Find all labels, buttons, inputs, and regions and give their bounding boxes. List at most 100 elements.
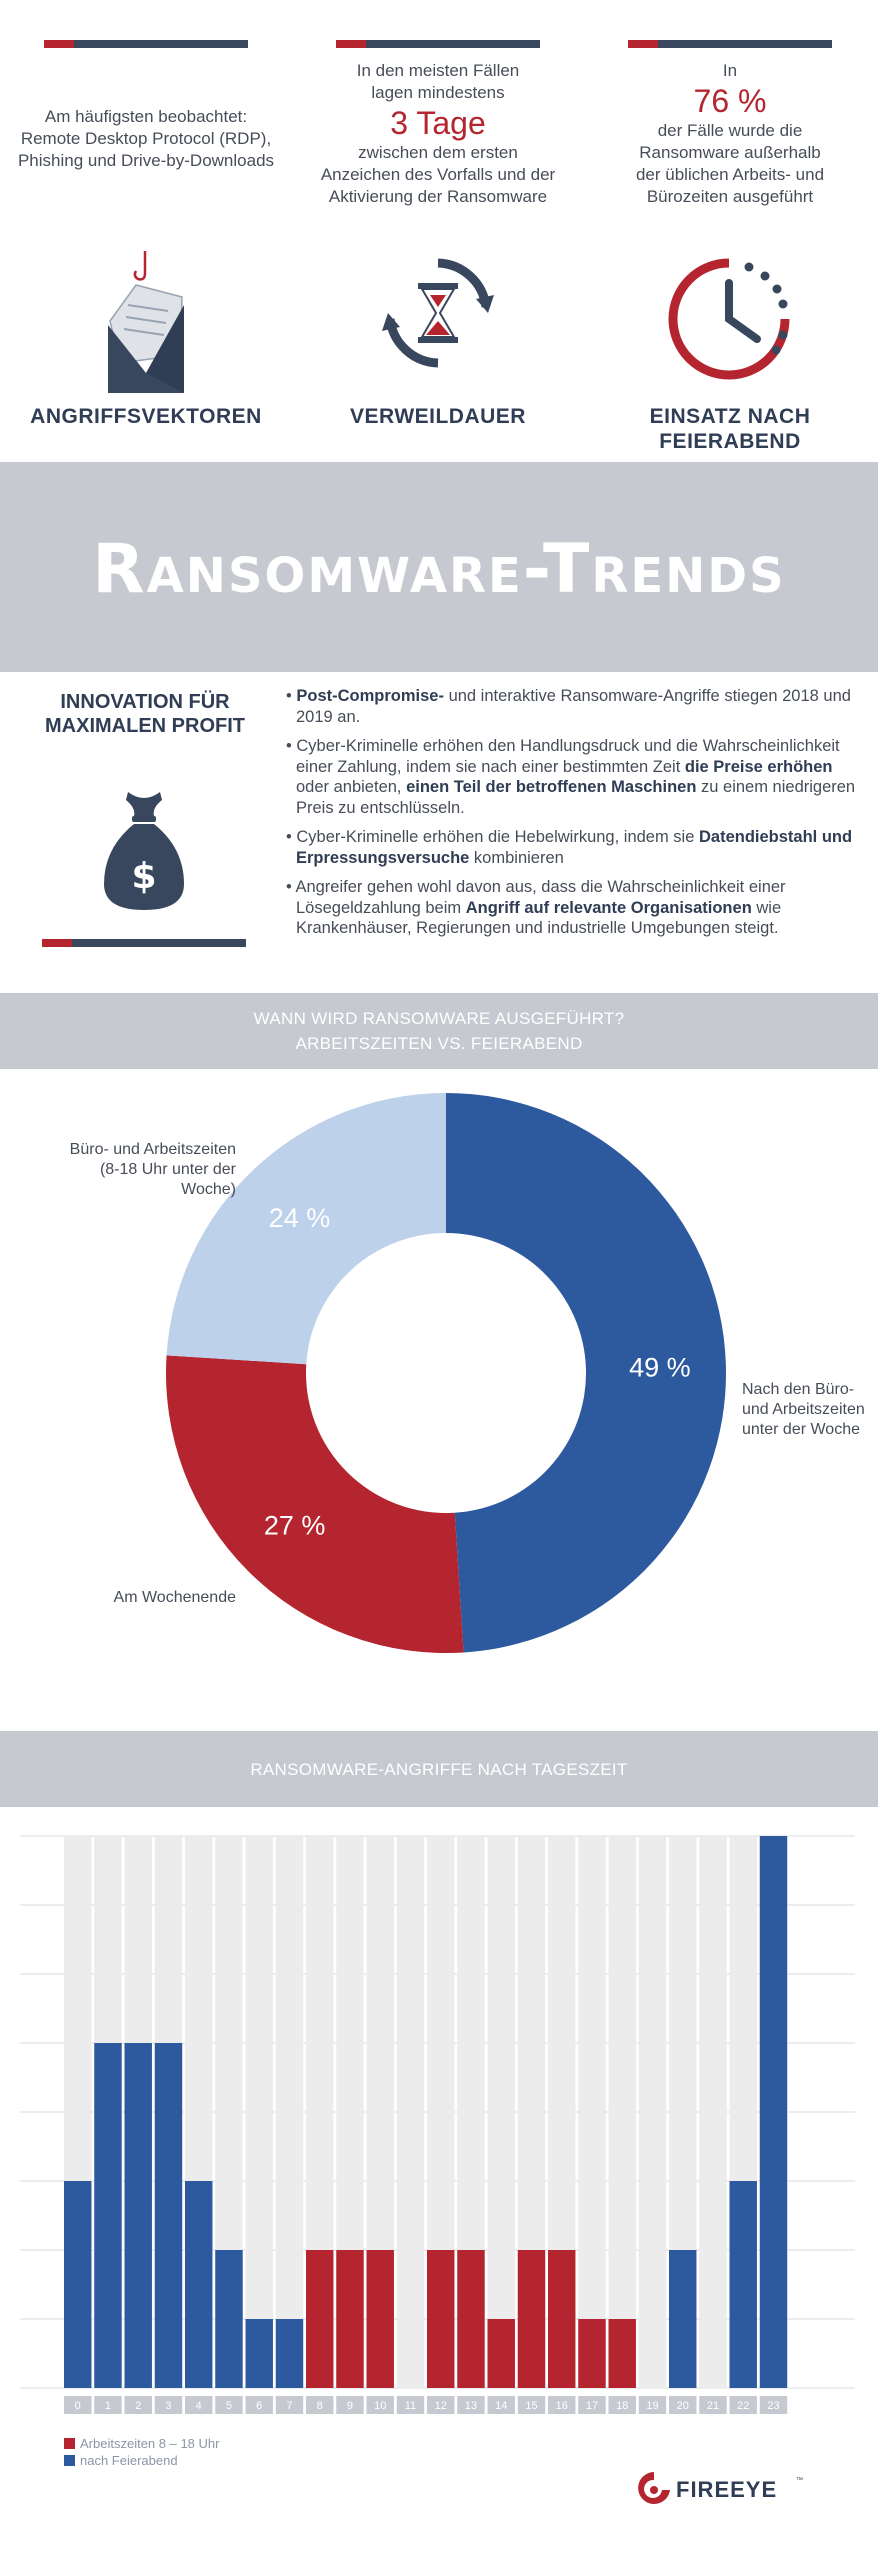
bar	[215, 2250, 243, 2388]
tick-label-box	[548, 2396, 576, 2414]
tick-label: 23	[767, 2400, 779, 2412]
tick-label: 4	[196, 2400, 202, 2412]
tick-label: 19	[646, 2400, 658, 2412]
pie-label-weekend: Am Wochenende	[113, 1589, 236, 1606]
list-item: • Cyber-Kriminelle erhöhen den Handlungs…	[286, 737, 856, 817]
list-item: • Post-Compromise- und interaktive Ranso…	[286, 687, 851, 726]
tick-label-box	[336, 2396, 364, 2414]
stat-title-dwell: VERWEILDAUER	[350, 405, 526, 428]
tick-label-box	[427, 2396, 455, 2414]
tick-label-box	[396, 2396, 425, 2414]
tick-label-box	[185, 2396, 213, 2414]
bar	[366, 2250, 394, 2388]
tick-label-box	[366, 2396, 394, 2414]
stat-description: der Fälle wurde die Ransomware außerhalb…	[635, 121, 825, 206]
accent-bar	[336, 40, 540, 48]
pie-slice-value: 49 %	[629, 1352, 691, 1382]
tick-label: 9	[347, 2400, 353, 2412]
tick-label-box	[578, 2396, 606, 2414]
bar	[185, 2181, 213, 2388]
accent-bar	[44, 40, 248, 48]
pie-label-weekday-night: Nach den Büro- und Arbeitszeiten unter d…	[742, 1381, 865, 1438]
tick-label: 1	[105, 2400, 111, 2412]
stat-title-afterhours: EINSATZ NACH FEIERABEND	[649, 405, 811, 453]
tick-label-box	[306, 2396, 334, 2414]
pie-slice	[166, 1093, 446, 1365]
bar-track	[396, 1836, 425, 2388]
tick-label-box	[638, 2396, 667, 2414]
tick-label: 5	[226, 2400, 232, 2412]
tick-label: 7	[286, 2400, 292, 2412]
tick-label: 0	[75, 2400, 81, 2412]
stat-vectors-text: Am häufigsten beobachtet: Remote Desktop…	[15, 106, 277, 172]
tick-label: 3	[165, 2400, 171, 2412]
tick-label: 6	[256, 2400, 262, 2412]
pie-slice-value: 24 %	[269, 1203, 331, 1233]
tick-label-box	[517, 2396, 546, 2414]
bar	[729, 2181, 757, 2388]
tick-label: 15	[525, 2400, 537, 2412]
tick-label: 13	[465, 2400, 477, 2412]
bar	[457, 2250, 485, 2388]
tick-label-box	[124, 2396, 152, 2414]
bar	[306, 2250, 334, 2388]
tick-label-box	[275, 2396, 304, 2414]
bar-track	[275, 1836, 304, 2388]
bar-track	[578, 1836, 606, 2388]
legend-swatch-red	[64, 2438, 75, 2449]
tick-label: 11	[405, 2400, 416, 2412]
pie-section-title: WANN WIRD RANSOMWARE AUSGEFÜHRT? ARBEITS…	[0, 1006, 878, 1056]
pie-label-office-hours: Büro- und Arbeitszeiten (8-18 Uhr unter …	[69, 1141, 236, 1198]
bar	[427, 2250, 455, 2388]
tick-label-box	[64, 2396, 92, 2414]
stat-dwell-text: In den meisten Fällen lagen mindestens 3…	[318, 60, 558, 208]
tick-label: 18	[616, 2400, 628, 2412]
tick-label-box	[154, 2396, 183, 2414]
tick-label-box	[487, 2396, 515, 2414]
tick-label: 14	[495, 2400, 507, 2412]
list-item: • Cyber-Kriminelle erhöhen die Hebelwirk…	[286, 828, 853, 867]
tick-label-box	[608, 2396, 636, 2414]
tick-label: 17	[586, 2400, 598, 2412]
tick-label: 2	[135, 2400, 141, 2412]
bar	[608, 2319, 636, 2388]
stat-afterhours-text: In 76 % der Fälle wurde die Ransomware a…	[620, 60, 840, 208]
bar-track	[487, 1836, 515, 2388]
pie-slice	[165, 1355, 464, 1653]
tick-label-box	[699, 2396, 727, 2414]
clock-icon	[668, 258, 790, 380]
bar	[336, 2250, 364, 2388]
tick-label-box	[729, 2396, 757, 2414]
tick-label: 10	[374, 2400, 386, 2412]
bar	[94, 2043, 122, 2388]
tick-label-box	[94, 2396, 122, 2414]
stat-description: zwischen dem ersten Anzeichen des Vorfal…	[320, 143, 556, 206]
tick-label: 21	[707, 2400, 719, 2412]
innovation-bullet-list: • Post-Compromise- und interaktive Ranso…	[282, 686, 862, 948]
stat-pre-text: In	[722, 61, 738, 80]
page-title: Ransomware-Trends	[92, 530, 786, 609]
stat-pre-text: In den meisten Fällen lagen mindestens	[356, 61, 520, 102]
hero-band	[0, 462, 878, 672]
bar	[487, 2319, 515, 2388]
bar-chart: 0 1 2 3 4 5 6 7 8 9 10 11 12 13 14 15 16 17 18 19 20 21 22 23	[20, 1835, 855, 2414]
legend-swatch-blue	[64, 2455, 75, 2466]
bar	[275, 2319, 304, 2388]
bar-track	[245, 1836, 273, 2388]
tick-label-box	[759, 2396, 788, 2414]
legend-item-work-hours: Arbeitszeiten 8 – 18 Uhr	[64, 2436, 219, 2451]
bar	[578, 2319, 606, 2388]
svg-text:$: $	[131, 856, 156, 897]
bar	[154, 2043, 183, 2388]
bar-track	[699, 1836, 727, 2388]
bar	[517, 2250, 546, 2388]
stat-description: Am häufigsten beobachtet: Remote Desktop…	[17, 107, 275, 170]
stat-big-value: 3 Tage	[390, 105, 486, 141]
chart-legend: Arbeitszeiten 8 – 18 Uhr nach Feierabend	[64, 2436, 219, 2468]
bar	[245, 2319, 273, 2388]
bar	[669, 2250, 697, 2388]
tick-label: 22	[737, 2400, 749, 2412]
tick-label-box	[245, 2396, 273, 2414]
stat-big-value: 76 %	[693, 83, 767, 119]
bar	[548, 2250, 576, 2388]
